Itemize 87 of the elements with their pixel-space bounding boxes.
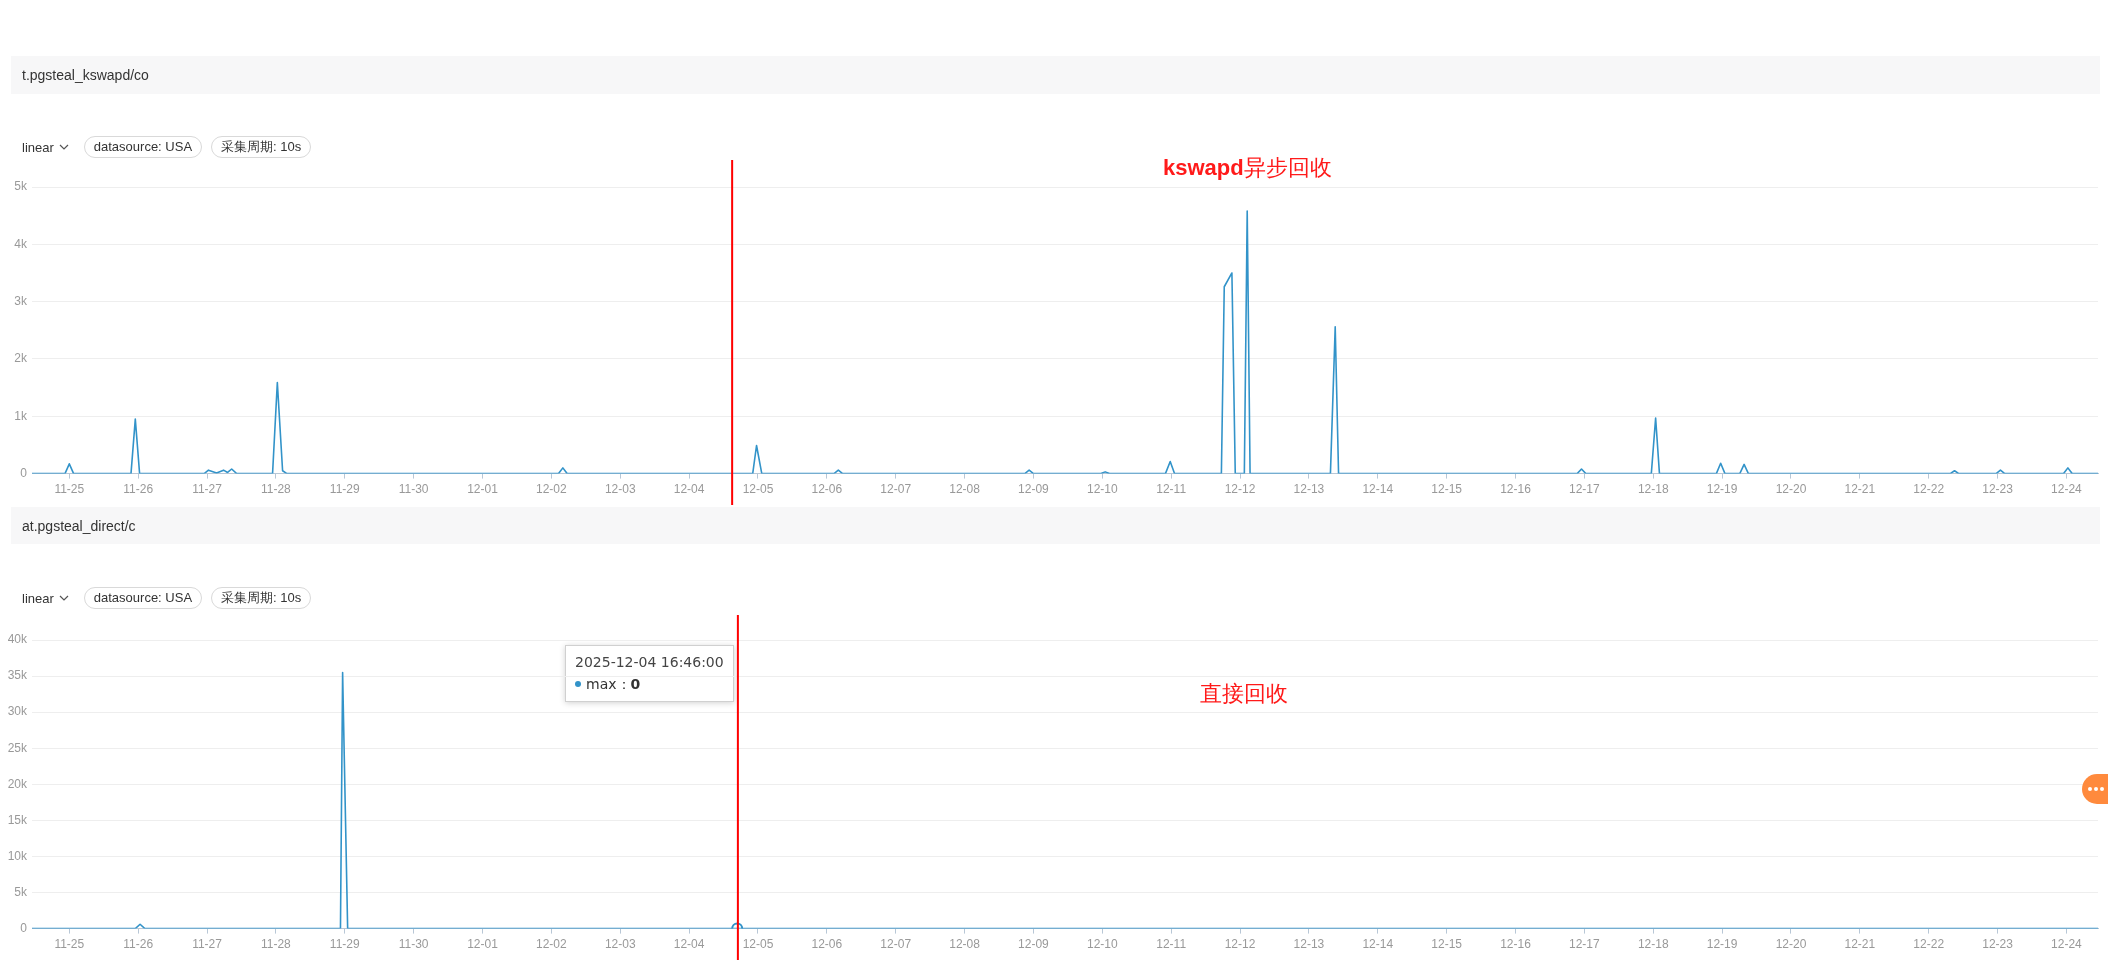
x-tick-label: 12-05 (742, 482, 774, 497)
x-tick-label: 11-28 (261, 482, 292, 497)
y-tick-label: 0 (20, 465, 28, 480)
y-tick-label: 10k (7, 848, 28, 863)
x-tick-label: 12-14 (1362, 482, 1394, 497)
chart-title: at.pgsteal_direct/c (22, 517, 136, 534)
x-tick-label: 12-01 (467, 937, 499, 952)
annotation: 2025-12-04 16:46:00 (575, 653, 724, 672)
x-tick-label: 12-20 (1775, 482, 1807, 497)
x-tick-label: 12-06 (811, 937, 843, 952)
x-tick-label: 12-05 (742, 937, 774, 952)
x-tick-label: 12-04 (673, 482, 705, 497)
x-tick-label: 12-20 (1775, 937, 1807, 952)
x-tick-label: 11-28 (261, 937, 292, 952)
x-tick-label: 11-30 (398, 937, 429, 952)
text: datasource: USA (83, 587, 203, 609)
x-tick-label: 12-16 (1500, 482, 1532, 497)
x-tick-label: 12-19 (1706, 482, 1738, 497)
y-tick-label: 35k (7, 668, 28, 683)
x-tick-label: 11-25 (54, 937, 85, 952)
x-tick-label: 12-13 (1293, 937, 1325, 952)
x-tick-label: 11-26 (123, 937, 154, 952)
text: linear (22, 139, 54, 155)
x-tick-label: 12-12 (1224, 937, 1256, 952)
x-tick-label: 12-21 (1844, 482, 1876, 497)
x-tick-label: 12-11 (1156, 937, 1187, 952)
x-tick-label: 12-22 (1913, 482, 1945, 497)
x-tick-label: 12-04 (673, 937, 705, 952)
x-tick-label: 12-10 (1086, 482, 1118, 497)
x-tick-label: 11-29 (329, 482, 360, 497)
x-tick-label: 12-10 (1086, 937, 1118, 952)
x-tick-label: 12-16 (1500, 937, 1532, 952)
y-tick-label: 0 (20, 920, 28, 935)
x-tick-label: 11-30 (398, 482, 429, 497)
x-tick-label: 12-18 (1637, 482, 1669, 497)
x-tick-label: 12-07 (880, 482, 912, 497)
x-tick-label: 12-24 (2051, 482, 2083, 497)
x-tick-label: 12-24 (2051, 937, 2083, 952)
text: 采集周期: 10s (211, 587, 312, 609)
y-tick-label: 1k (14, 408, 28, 423)
x-tick-label: 12-15 (1431, 482, 1463, 497)
x-tick-label: 12-09 (1018, 937, 1050, 952)
x-tick-label: 12-02 (536, 937, 568, 952)
x-tick-label: 12-09 (1018, 482, 1050, 497)
x-tick-label: 12-19 (1706, 937, 1738, 952)
x-tick-label: 12-15 (1431, 937, 1463, 952)
x-tick-label: 12-13 (1293, 482, 1325, 497)
x-tick-label: 12-07 (880, 937, 912, 952)
x-tick-label: 11-27 (192, 937, 223, 952)
x-tick-label: 12-06 (811, 482, 843, 497)
x-tick-label: 11-27 (192, 482, 223, 497)
x-tick-label: 12-12 (1224, 482, 1256, 497)
x-tick-label: 12-14 (1362, 937, 1394, 952)
x-tick-label: 12-22 (1913, 937, 1945, 952)
y-tick-label: 5k (14, 884, 28, 899)
x-tick-label: 12-01 (467, 482, 499, 497)
y-tick-label: 3k (14, 293, 28, 308)
x-tick-label: 11-25 (54, 482, 85, 497)
x-tick-label: 12-17 (1569, 482, 1601, 497)
text: datasource: USA (83, 136, 203, 158)
x-tick-label: 12-23 (1982, 937, 2014, 952)
text: 采集周期: 10s (211, 136, 312, 158)
text: linear (22, 590, 54, 606)
chart-title: t.pgsteal_kswapd/co (22, 67, 149, 83)
y-tick-label: 20k (7, 776, 28, 791)
y-tick-label: 40k (7, 632, 28, 647)
x-tick-label: 12-03 (604, 937, 636, 952)
x-tick-label: 12-08 (949, 482, 981, 497)
y-tick-label: 15k (7, 812, 28, 827)
y-tick-label: 2k (14, 351, 28, 366)
annotation: max：0 (586, 675, 641, 694)
x-tick-label: 12-23 (1982, 482, 2014, 497)
chart-subtitle: kswapd异步回收 (1163, 155, 1332, 180)
y-tick-label: 30k (7, 704, 28, 719)
x-tick-label: 12-17 (1569, 937, 1601, 952)
y-tick-label: 25k (7, 740, 28, 755)
y-tick-label: 5k (14, 179, 28, 194)
x-tick-label: 12-03 (604, 482, 636, 497)
x-tick-label: 12-02 (536, 482, 568, 497)
x-tick-label: 11-29 (329, 937, 360, 952)
x-tick-label: 12-21 (1844, 937, 1876, 952)
x-tick-label: 11-26 (123, 482, 154, 497)
x-tick-label: 12-18 (1637, 937, 1669, 952)
text: 直接回收 (1200, 681, 1288, 706)
x-tick-label: 12-11 (1156, 482, 1187, 497)
x-tick-label: 12-08 (949, 937, 981, 952)
y-tick-label: 4k (14, 236, 28, 251)
